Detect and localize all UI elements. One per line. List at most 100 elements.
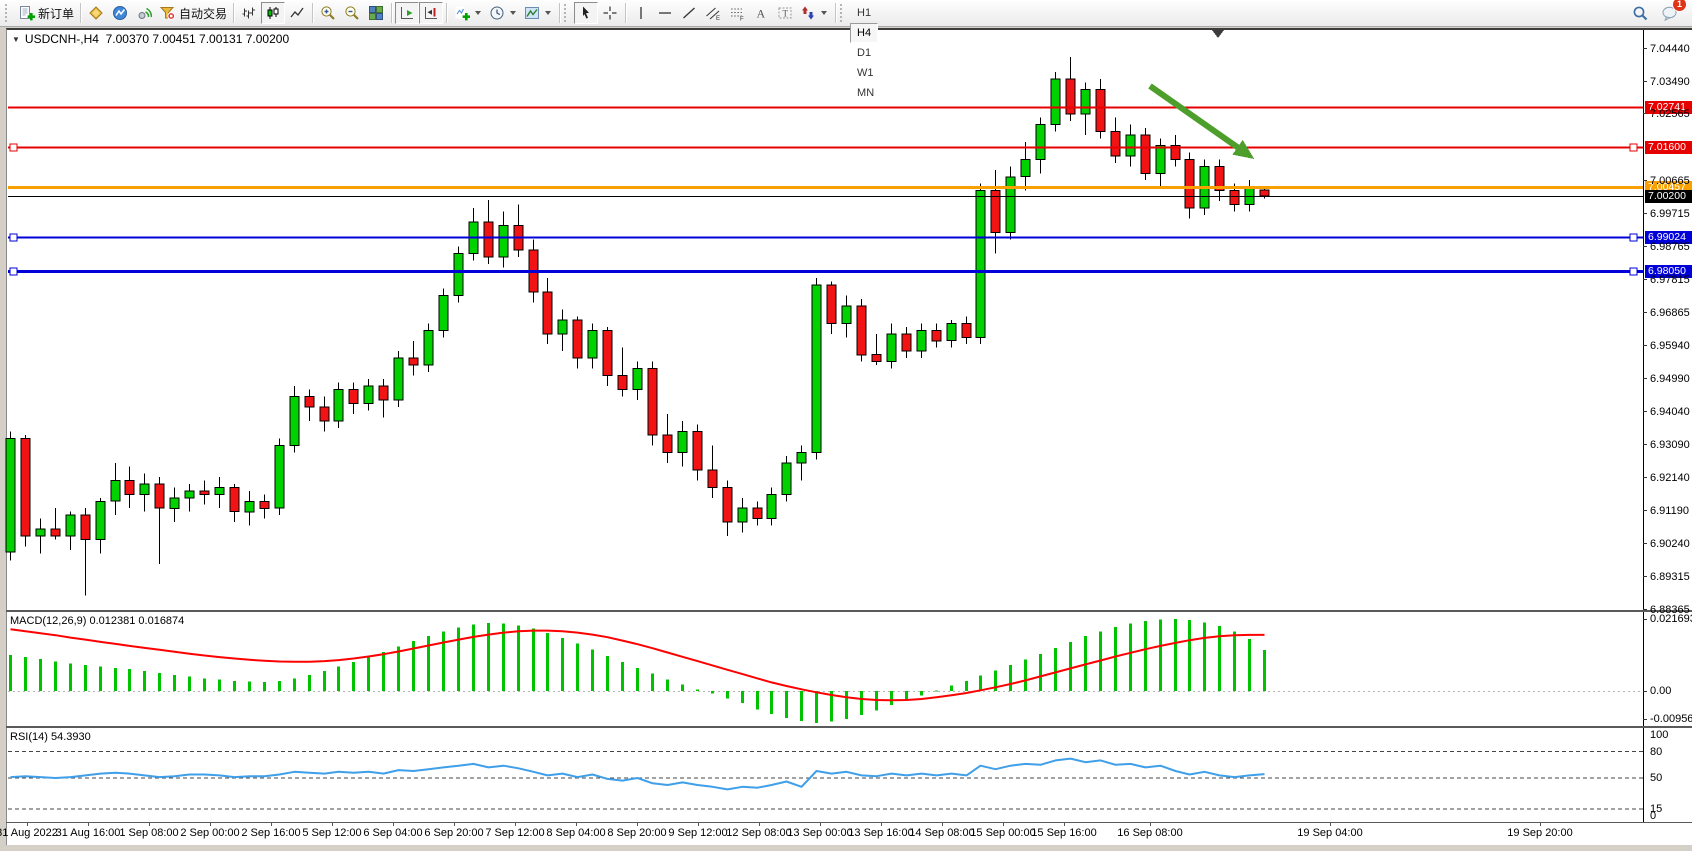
- candle-body: [363, 385, 374, 405]
- level-line-handle[interactable]: [1629, 143, 1638, 152]
- tile-windows-button[interactable]: [364, 2, 388, 24]
- chart-shift-marker-icon[interactable]: [1212, 30, 1224, 38]
- line-chart-icon: [290, 7, 304, 18]
- new-order-button[interactable]: 新订单: [15, 2, 77, 24]
- timeframe-button-h4[interactable]: H4: [850, 23, 879, 43]
- clock-icon: [490, 6, 504, 20]
- metaeditor-button[interactable]: [84, 2, 108, 24]
- bar-chart-button[interactable]: [237, 2, 261, 24]
- macd-histogram-bar: [830, 691, 833, 722]
- trend-arrow-annotation[interactable]: [1148, 83, 1255, 159]
- macd-histogram-bar: [1174, 619, 1177, 691]
- mql5-community-button[interactable]: [108, 2, 132, 24]
- candle-body: [229, 486, 240, 513]
- toolbar-grip[interactable]: [564, 4, 571, 22]
- candle-body: [1170, 144, 1181, 160]
- templates-button[interactable]: [521, 2, 556, 24]
- text-tool-button[interactable]: A: [749, 2, 773, 24]
- chart-shift-button[interactable]: [419, 2, 444, 24]
- macd-histogram-bar: [203, 678, 206, 691]
- macd-histogram-bar: [54, 661, 57, 691]
- candle-body: [766, 493, 777, 520]
- macd-histogram-bar: [561, 637, 564, 691]
- candle-body: [453, 253, 464, 296]
- macd-histogram-bar: [1218, 625, 1221, 691]
- level-line-handle[interactable]: [9, 267, 18, 276]
- level-line-handle[interactable]: [1629, 267, 1638, 276]
- vertical-line-tool-button[interactable]: [629, 2, 653, 24]
- chart-window[interactable]: [6, 28, 1692, 845]
- arrows-icon: [802, 6, 815, 20]
- timeframe-button-mn[interactable]: MN: [850, 83, 881, 103]
- macd-histogram-bar: [293, 678, 296, 691]
- macd-histogram-bar: [188, 676, 191, 691]
- candle-body: [946, 322, 957, 342]
- trendline-tool-button[interactable]: [677, 2, 701, 24]
- periods-dropdown-caret[interactable]: [510, 11, 517, 15]
- macd-histogram-bar: [412, 641, 415, 691]
- auto-scroll-button[interactable]: [395, 2, 420, 24]
- level-line-handle[interactable]: [9, 233, 18, 242]
- macd-histogram-bar: [457, 627, 460, 691]
- macd-histogram-bar: [606, 655, 609, 691]
- channel-tool-button[interactable]: E: [701, 2, 725, 24]
- indicators-dropdown-caret[interactable]: [475, 11, 482, 15]
- toolbar-grip[interactable]: [5, 4, 12, 22]
- macd-histogram-bar: [1203, 622, 1206, 691]
- level-line-handle[interactable]: [1629, 233, 1638, 242]
- candle-body: [1214, 165, 1225, 192]
- zoom-in-button[interactable]: [316, 2, 340, 24]
- toolbar-separator: [391, 3, 393, 23]
- candle-body: [498, 225, 509, 258]
- candlestick-chart-button[interactable]: [261, 2, 286, 24]
- horizontal-line-tool-button[interactable]: [653, 2, 677, 24]
- search-icon: [1633, 6, 1647, 20]
- toolbar-separator: [233, 3, 235, 23]
- timeframe-button-d1[interactable]: D1: [850, 43, 878, 63]
- candle-body: [737, 507, 748, 523]
- macd-histogram-bar: [472, 624, 475, 691]
- macd-signal-line: [10, 628, 1265, 702]
- toolbar-separator: [446, 3, 448, 23]
- candle-body: [752, 507, 763, 520]
- candle-body: [289, 396, 300, 447]
- macd-histogram-bar: [785, 691, 788, 719]
- macd-histogram-bar: [741, 691, 744, 703]
- templates-dropdown-caret[interactable]: [545, 11, 552, 15]
- toolbar-right-group: 1: [1628, 0, 1688, 24]
- line-chart-button[interactable]: [285, 2, 309, 24]
- macd-histogram-bar: [860, 691, 863, 715]
- zoom-in-icon: [321, 6, 335, 20]
- macd-histogram-bar: [935, 690, 938, 692]
- candle-body: [274, 444, 285, 509]
- candle-body: [1259, 189, 1270, 197]
- arrows-tool-button[interactable]: [797, 2, 832, 24]
- timeframe-button-w1[interactable]: W1: [850, 63, 881, 83]
- fibonacci-tool-button[interactable]: F: [725, 2, 749, 24]
- signals-button[interactable]: [132, 2, 156, 24]
- toolbar-grip[interactable]: [840, 4, 847, 22]
- indicators-button[interactable]: [450, 2, 486, 24]
- autotrading-button[interactable]: 自动交易: [156, 2, 230, 24]
- arrows-dropdown-caret[interactable]: [821, 11, 828, 15]
- timeframe-button-h1[interactable]: H1: [850, 3, 878, 23]
- candle-body: [483, 221, 494, 258]
- macd-histogram-bar: [487, 623, 490, 691]
- candle-body: [856, 305, 867, 356]
- candle-body: [184, 490, 195, 499]
- bar-chart-icon: [242, 7, 256, 19]
- level-line-handle[interactable]: [9, 143, 18, 152]
- periods-button[interactable]: [486, 2, 521, 24]
- macd-histogram-bar: [1009, 665, 1012, 691]
- notifications-button[interactable]: 1: [1658, 0, 1687, 24]
- macd-histogram-bar: [69, 663, 72, 691]
- text-label-tool-button[interactable]: T: [773, 2, 797, 24]
- zoom-out-button[interactable]: [340, 2, 364, 24]
- macd-histogram-bar: [1024, 659, 1027, 691]
- cursor-tool-button[interactable]: [574, 2, 599, 24]
- search-button[interactable]: [1628, 2, 1652, 24]
- svg-text:A: A: [757, 7, 766, 21]
- candle-body: [632, 368, 643, 391]
- crosshair-tool-button[interactable]: [598, 2, 622, 24]
- candle-body: [214, 486, 225, 495]
